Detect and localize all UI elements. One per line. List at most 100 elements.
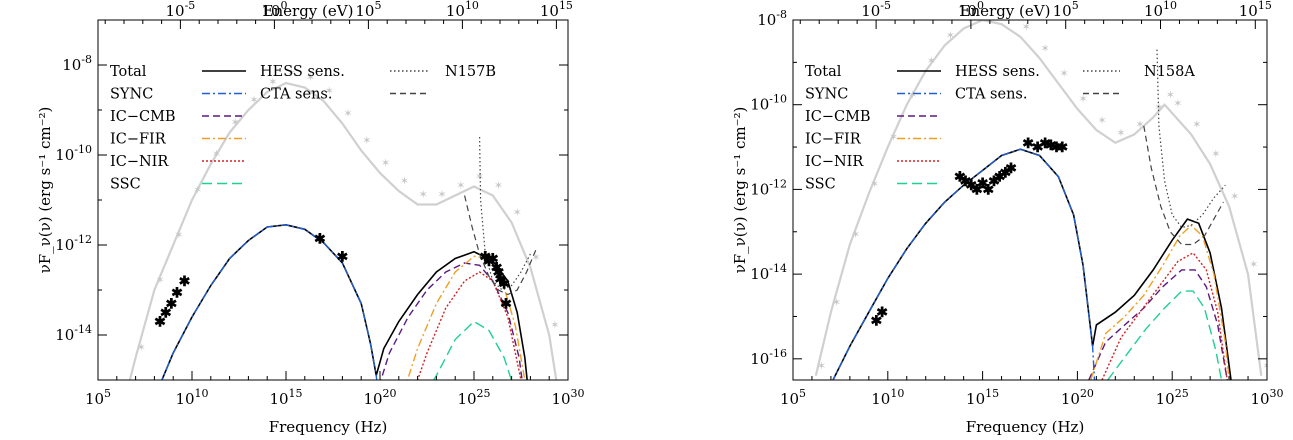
data-point-marker: ✱ [999,165,1011,181]
sed-chart-n158a: ✶✶✶✶✶✶✶✶✶✶ ✶✶✶✶✶✶✶✶✶✶✶✶✶✶✶✶ ✱✱✱✱✱✱✱✱✱✱✱✱✱… [731,0,1284,436]
data-point-marker: ✱ [165,297,177,313]
background-star-marker: ✶ [1116,126,1125,139]
axes-layer: 105 1010 1015 1020 1025 1030 10-5 100 105 1010 101… [55,0,584,408]
source-label: N158A [1144,64,1195,80]
background-star-marker: ✶ [1166,88,1175,101]
y-tick-label: 10-10 [55,143,92,164]
y-tick-label: 10-14 [55,323,92,344]
background-sed-curve [814,20,1263,377]
data-points-layer: ✱✱✱✱✱✱✱ ✱✱✱✱✱✱✱✱ [154,231,512,330]
x-axis-label: Frequency (Hz) [966,418,1085,436]
data-point-marker: ✱ [960,174,972,190]
curves-layer [832,49,1232,380]
data-point-marker: ✱ [491,261,503,277]
top-axis-label: Energy (eV) [960,2,1051,20]
data-point-marker: ✱ [479,249,491,265]
background-star-marker: ✶ [475,170,484,183]
data-point-marker: ✱ [1005,161,1017,177]
data-point-marker: ✱ [160,306,172,322]
background-star-marker: ✶ [1249,258,1258,271]
background-star-marker: ✶ [362,134,371,147]
background-star-marker: ✶ [400,174,409,187]
legend-label: HESS sens. [260,64,345,80]
legend-label: CTA sens. [260,87,332,103]
x-tick-label: 1020 [1061,387,1094,408]
background-star-marker: ✶ [1262,359,1271,372]
series-total [832,148,1232,380]
curves-layer [161,136,537,380]
legend: Total SYNC IC−CMB IC−FIR IC−NIR SSC HESS sens.… [805,64,1120,193]
data-point-marker: ✱ [314,231,326,247]
legend-label: IC−CMB [110,109,176,125]
background-star-marker: ✶ [1078,93,1087,106]
top-tick-label: 1010 [1144,0,1177,20]
background-star-marker: ✶ [437,188,446,201]
top-axis-label: Energy (eV) [263,2,354,20]
series-ic-cmb [380,262,523,380]
data-point-marker: ✱ [982,182,994,198]
background-star-marker: ✶ [817,359,826,372]
legend-label: IC−CMB [805,109,871,125]
legend: Total SYNC IC−CMB IC−FIR IC−NIR SSC HESS sens.… [110,64,428,193]
data-point-marker: ✱ [1022,136,1034,152]
series-sync [161,224,378,380]
background-star-marker: ✶ [1192,118,1201,131]
legend-label: SSC [805,177,836,193]
x-tick-label: 105 [85,387,111,408]
background-star-marker: ✶ [174,228,183,241]
data-point-marker: ✱ [498,276,510,292]
series-hess-sens- [479,136,531,291]
series-sync [832,148,1096,380]
background-star-marker: ✶ [306,71,315,84]
background-star-marker: ✶ [1060,67,1069,80]
data-point-marker: ✱ [483,254,495,270]
x-tick-label: 1015 [966,387,999,408]
data-point-marker: ✱ [1039,136,1051,152]
x-tick-label: 1030 [551,387,584,408]
top-tick-label: 100 [261,0,287,20]
background-star-marker: ✶ [155,273,164,286]
legend-label: SYNC [805,87,848,103]
series-hess-sens- [1156,49,1226,229]
background-star-marker: ✶ [908,88,917,101]
background-star-marker: ✶ [1173,97,1182,110]
background-star-marker: ✶ [494,179,503,192]
series-ssc [432,320,513,380]
data-point-marker: ✱ [1051,140,1063,156]
x-tick-label: 1010 [175,387,208,408]
background-sed-curve [128,81,558,380]
data-point-marker: ✱ [965,178,977,194]
y-tick-label: 10-8 [62,53,92,74]
data-point-marker: ✱ [1045,138,1057,154]
background-star-marker: ✶ [550,318,559,331]
legend-label: HESS sens. [955,64,1040,80]
data-point-marker: ✱ [994,170,1006,186]
y-tick-label: 10-16 [750,347,787,368]
series-cta-sens- [464,195,537,296]
top-tick-label: 10-5 [165,0,195,20]
top-tick-label: 10-5 [861,0,891,20]
background-star-marker: ✶ [870,177,879,190]
series-cta-sens- [1143,125,1224,246]
background-star-marker: ✶ [927,54,936,67]
x-tick-label: 1025 [1156,387,1189,408]
y-tick-label: 10-12 [55,233,92,254]
background-star-marker: ✶ [832,296,841,309]
background-star-marker: ✶ [1097,114,1106,127]
background-star-marker: ✶ [513,206,522,219]
data-point-marker: ✱ [971,182,983,198]
data-points-layer: ✱✱✱✱✱✱✱✱✱✱✱✱✱✱✱✱✱✱ [871,136,1069,330]
background-star-marker: ✶ [419,188,428,201]
top-tick-label: 1010 [446,0,479,20]
top-tick-label: 105 [355,0,381,20]
y-tick-label: 10-12 [750,177,787,198]
background-star-marker: ✶ [1230,190,1239,203]
data-point-marker: ✱ [487,252,499,268]
y-axis-label-text: νF_ν(ν) (erg s⁻¹ cm⁻²) [36,107,54,274]
y-tick-label: 10-10 [750,93,787,114]
data-point-marker: ✱ [1032,140,1044,156]
legend-label: Total [805,64,842,80]
y-axis-label: νF_ν(ν) (erg s⁻¹ cm⁻²) [731,107,749,274]
data-point-marker: ✱ [954,170,966,186]
y-axis-label-text: νF_ν(ν) (erg s⁻¹ cm⁻²) [731,107,749,274]
